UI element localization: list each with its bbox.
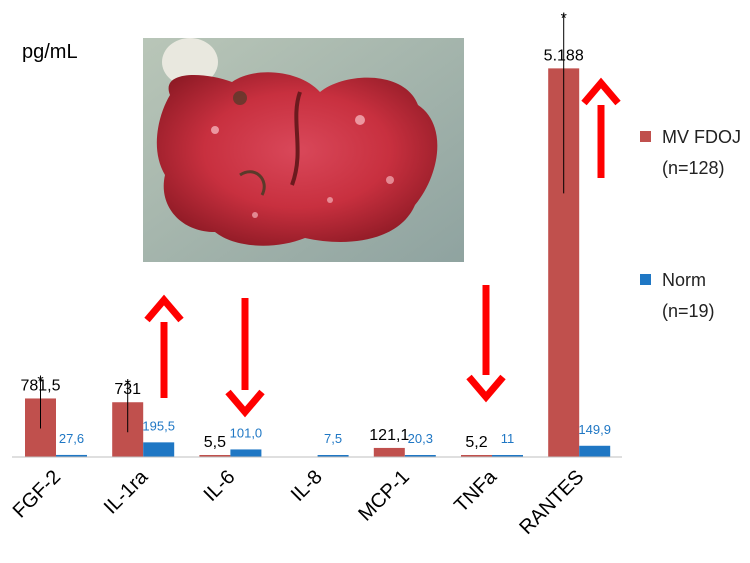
category-label-tnfa: TNFa <box>450 465 502 517</box>
significance-mark-fgf-2: * <box>37 373 43 390</box>
legend-item-norm-n-19: Norm (n=19) <box>640 270 715 321</box>
legend: MV FDOJ (n=128) Norm (n=19) <box>640 127 741 321</box>
value-label-mv-fdoj-mcp-1: 121,1 <box>369 427 409 444</box>
value-label-norm-fgf-2: 27,6 <box>59 431 84 446</box>
value-label-mv-fdoj-il-6: 5,5 <box>204 434 226 451</box>
category-label-il-1ra: IL-1ra <box>100 465 153 518</box>
bar-norm-fgf-2 <box>56 454 87 457</box>
category-label-fgf-2: FGF-2 <box>9 466 65 522</box>
value-label-mv-fdoj-fgf-2: 781,5 <box>20 377 60 394</box>
arrow-down-tnfa <box>466 285 506 403</box>
legend-label: Norm <box>662 270 706 290</box>
legend-label: (n=128) <box>662 158 725 178</box>
legend-label: MV FDOJ <box>662 127 741 147</box>
bar-norm-rantes <box>579 445 611 457</box>
tissue-specimen-photo <box>143 38 464 262</box>
arrow-down-il-6 <box>225 298 265 418</box>
value-label-norm-mcp-1: 20,3 <box>408 431 433 446</box>
value-label-mv-fdoj-il-1ra: 731 <box>114 381 141 398</box>
value-label-norm-tnfa: 11 <box>501 431 515 446</box>
legend-item-mv-fdoj-n-128: MV FDOJ (n=128) <box>640 127 741 178</box>
significance-mark-il-1ra: * <box>125 377 131 394</box>
legend-swatch <box>640 131 651 142</box>
bar-norm-il-6 <box>230 449 262 457</box>
bar-mv-fdoj-il-6 <box>199 455 231 457</box>
bar-mv-fdoj-mcp-1 <box>373 447 405 457</box>
value-label-mv-fdoj-tnfa: 5,2 <box>465 434 487 451</box>
arrow-up-il-1ra <box>144 294 184 398</box>
significance-mark-rantes: * <box>561 10 567 27</box>
value-label-mv-fdoj-rantes: 5.188 <box>544 47 584 64</box>
bar-norm-tnfa <box>492 455 523 457</box>
value-label-norm-il-6: 101,0 <box>230 425 263 440</box>
arrow-up-rantes <box>581 77 621 178</box>
value-label-norm-rantes: 149,9 <box>578 422 611 437</box>
category-label-rantes: RANTES <box>515 466 588 539</box>
category-label-mcp-1: MCP-1 <box>354 466 414 526</box>
value-label-norm-il-8: 7,5 <box>324 431 342 446</box>
legend-label: (n=19) <box>662 301 715 321</box>
bar-norm-il-8 <box>317 455 349 457</box>
y-axis-unit-label: pg/mL <box>22 41 78 63</box>
category-label-il-8: IL-8 <box>287 466 327 506</box>
value-label-norm-il-1ra: 195,5 <box>142 418 175 433</box>
category-label-il-6: IL-6 <box>200 466 240 506</box>
legend-swatch <box>640 274 651 285</box>
bar-norm-mcp-1 <box>404 455 436 457</box>
bar-norm-il-1ra <box>143 442 175 457</box>
bar-mv-fdoj-tnfa <box>461 455 492 457</box>
